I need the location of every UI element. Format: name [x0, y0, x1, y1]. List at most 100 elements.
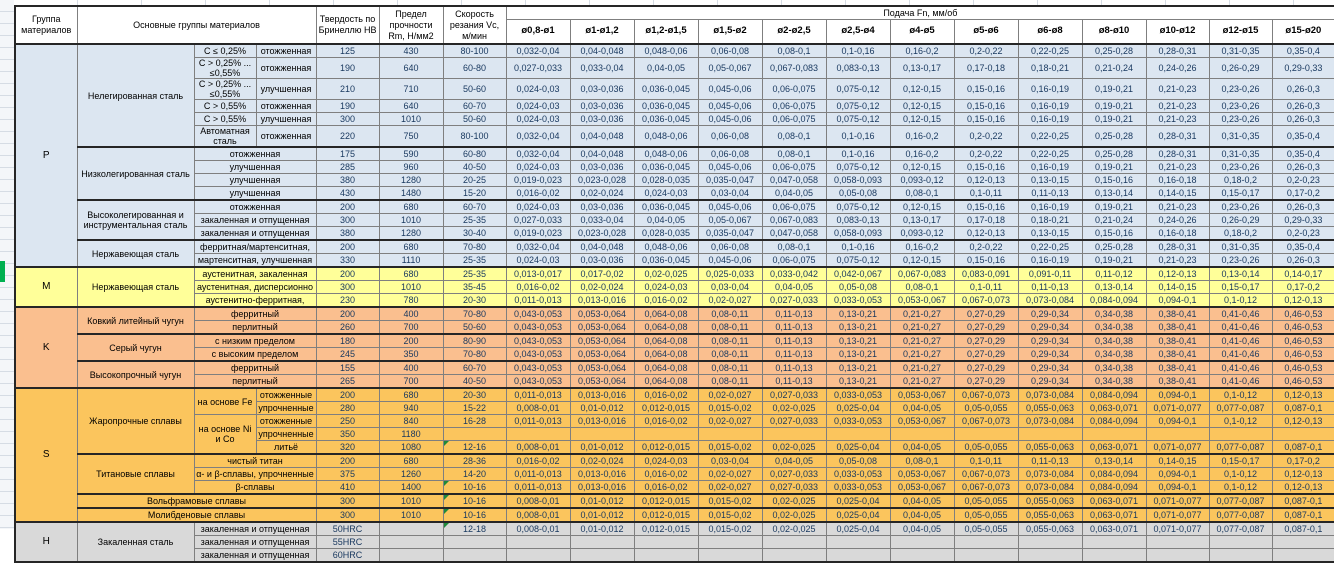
feed-value-cell[interactable] — [825, 427, 891, 441]
feed-value-cell[interactable]: 0,043-0,053 — [505, 320, 571, 335]
feed-value-cell[interactable]: 0,22-0,25 — [1017, 239, 1083, 254]
material-name-cell[interactable]: Вольфрамовые сплавы — [76, 493, 317, 509]
feed-value-cell[interactable]: 0,053-0,064 — [569, 320, 635, 335]
feed-value-cell[interactable] — [953, 548, 1019, 563]
feed-value-cell[interactable]: 0,08-0,11 — [697, 347, 763, 362]
header-cutting-speed[interactable]: Скорость резания Vc, м/мин — [442, 5, 507, 45]
feed-value-cell[interactable]: 0,12-0,15 — [889, 199, 955, 214]
feed-value-cell[interactable]: 0,08-0,1 — [889, 453, 955, 468]
feed-value-cell[interactable]: 0,38-0,41 — [1145, 333, 1210, 348]
feed-value-cell[interactable]: 0,013-0,017 — [505, 266, 571, 281]
value-cell[interactable]: 640 — [378, 99, 444, 113]
feed-value-cell[interactable]: 0,18-0,2 — [1208, 226, 1273, 241]
diameter-header[interactable]: ø0,8-ø1 — [505, 18, 571, 45]
feed-value-cell[interactable]: 0,15-0,16 — [953, 160, 1019, 174]
feed-value-cell[interactable]: 0,21-0,23 — [1145, 199, 1210, 214]
feed-value-cell[interactable]: 0,21-0,24 — [1081, 213, 1147, 227]
feed-value-cell[interactable] — [1208, 535, 1273, 549]
header-feed-title[interactable]: Подача Fn, мм/об — [505, 5, 1334, 20]
feed-value-cell[interactable]: 0,16-0,19 — [1017, 199, 1083, 214]
feed-value-cell[interactable]: 0,05-0,055 — [953, 401, 1019, 415]
value-cell[interactable]: 1010 — [378, 213, 444, 227]
feed-value-cell[interactable]: 0,06-0,08 — [697, 43, 763, 58]
material-subtype-cell[interactable]: улучшенная — [255, 78, 317, 100]
feed-value-cell[interactable]: 0,41-0,46 — [1208, 320, 1273, 335]
feed-value-cell[interactable]: 0,036-0,045 — [633, 253, 699, 268]
value-cell[interactable]: 55HRC — [315, 535, 380, 549]
feed-value-cell[interactable]: 0,12-0,13 — [1271, 293, 1334, 308]
feed-value-cell[interactable]: 0,16-0,19 — [1017, 99, 1083, 113]
feed-value-cell[interactable]: 0,033-0,053 — [825, 414, 891, 428]
value-cell-flagged[interactable]: 10-16 — [442, 507, 507, 523]
feed-value-cell[interactable]: 0,016-0,02 — [633, 293, 699, 308]
value-cell[interactable]: 350 — [378, 347, 444, 362]
diameter-header[interactable]: ø1-ø1,2 — [569, 18, 635, 45]
feed-value-cell[interactable]: 0,18-0,21 — [1017, 57, 1083, 79]
value-cell-flagged[interactable]: 10-16 — [442, 480, 507, 495]
feed-value-cell[interactable]: 0,23-0,26 — [1208, 199, 1273, 214]
material-subtype-cell[interactable]: ферритный — [193, 360, 317, 375]
feed-value-cell[interactable]: 0,073-0,084 — [1017, 387, 1083, 402]
value-cell[interactable]: 1280 — [378, 226, 444, 241]
feed-value-cell[interactable]: 0,29-0,34 — [1017, 374, 1083, 389]
feed-value-cell[interactable]: 0,38-0,41 — [1145, 347, 1210, 362]
diameter-header[interactable]: ø4-ø5 — [889, 18, 955, 45]
value-cell[interactable]: 320 — [315, 440, 380, 455]
feed-value-cell[interactable] — [1145, 548, 1210, 563]
value-cell[interactable]: 60-80 — [442, 57, 507, 79]
feed-value-cell[interactable]: 0,26-0,3 — [1271, 253, 1334, 268]
feed-value-cell[interactable]: 0,017-0,02 — [569, 266, 635, 281]
material-subtype-cell[interactable]: ферритная/мартенситная, — [193, 239, 317, 254]
value-cell[interactable]: 1010 — [378, 493, 444, 509]
feed-value-cell[interactable]: 0,024-0,03 — [633, 280, 699, 294]
feed-value-cell[interactable]: 0,29-0,34 — [1017, 320, 1083, 335]
feed-value-cell[interactable]: 0,067-0,073 — [953, 293, 1019, 308]
feed-value-cell[interactable]: 0,19-0,21 — [1081, 99, 1147, 113]
material-name-cell[interactable]: Нелегированная сталь — [76, 43, 195, 148]
feed-value-cell[interactable]: 0,08-0,1 — [889, 280, 955, 294]
feed-value-cell[interactable]: 0,31-0,35 — [1208, 43, 1273, 58]
feed-value-cell[interactable]: 0,29-0,33 — [1271, 213, 1334, 227]
feed-value-cell[interactable]: 0,015-0,02 — [697, 493, 763, 509]
feed-value-cell[interactable]: 0,045-0,06 — [697, 112, 763, 126]
value-cell[interactable]: 80-90 — [442, 333, 507, 348]
feed-value-cell[interactable]: 0,02-0,024 — [569, 280, 635, 294]
feed-value-cell[interactable]: 0,033-0,053 — [825, 480, 891, 495]
feed-value-cell[interactable]: 0,033-0,053 — [825, 387, 891, 402]
feed-value-cell[interactable]: 0,053-0,067 — [889, 293, 955, 308]
value-cell[interactable]: 220 — [315, 125, 380, 148]
value-cell[interactable]: 430 — [378, 43, 444, 58]
value-cell[interactable]: 210 — [315, 78, 380, 100]
feed-value-cell[interactable]: 0,08-0,11 — [697, 374, 763, 389]
feed-value-cell[interactable]: 0,27-0,29 — [953, 374, 1019, 389]
value-cell[interactable]: 400 — [378, 306, 444, 321]
material-subtype-cell[interactable]: C ≤ 0,25% — [193, 43, 257, 58]
value-cell[interactable]: 25-35 — [442, 266, 507, 281]
material-subtype-cell[interactable]: аустенитная, дисперсионно — [193, 280, 317, 294]
feed-value-cell[interactable] — [761, 427, 827, 441]
diameter-header[interactable]: ø1,5-ø2 — [697, 18, 763, 45]
value-cell[interactable]: 70-80 — [442, 306, 507, 321]
value-cell[interactable]: 1010 — [378, 112, 444, 126]
value-cell[interactable]: 680 — [378, 453, 444, 468]
feed-value-cell[interactable]: 0,16-0,2 — [889, 146, 955, 161]
feed-value-cell[interactable]: 0,019-0,023 — [505, 173, 571, 187]
feed-value-cell[interactable]: 0,19-0,21 — [1081, 160, 1147, 174]
feed-value-cell[interactable]: 0,31-0,35 — [1208, 125, 1273, 148]
value-cell[interactable]: 70-80 — [442, 347, 507, 362]
value-cell[interactable]: 200 — [315, 387, 380, 402]
feed-value-cell[interactable] — [1081, 535, 1147, 549]
feed-value-cell[interactable]: 0,016-0,02 — [633, 387, 699, 402]
feed-value-cell[interactable]: 0,013-0,016 — [569, 387, 635, 402]
feed-value-cell[interactable]: 0,03-0,04 — [697, 453, 763, 468]
value-cell[interactable]: 15-20 — [442, 186, 507, 201]
header-material-group[interactable]: Группа материалов — [14, 5, 78, 45]
feed-value-cell[interactable]: 0,016-0,02 — [505, 280, 571, 294]
feed-value-cell[interactable]: 0,13-0,21 — [825, 360, 891, 375]
value-cell[interactable]: 20-30 — [442, 293, 507, 308]
feed-value-cell[interactable]: 0,1-0,12 — [1208, 467, 1273, 481]
feed-value-cell[interactable]: 0,02-0,027 — [697, 387, 763, 402]
feed-value-cell[interactable]: 0,08-0,1 — [761, 239, 827, 254]
material-subtype-cell[interactable]: улучшенная — [193, 160, 317, 174]
feed-value-cell[interactable]: 0,13-0,21 — [825, 306, 891, 321]
